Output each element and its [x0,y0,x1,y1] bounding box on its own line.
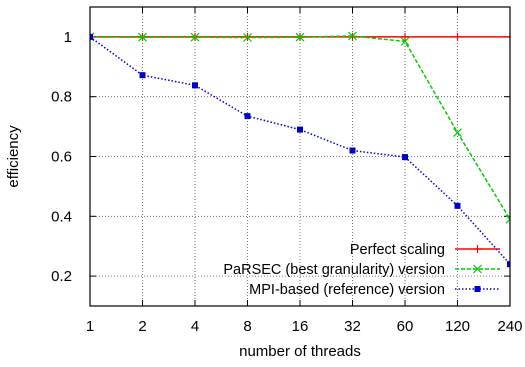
data-point [90,33,93,40]
y-axis-label: efficiency [5,125,22,188]
plot-frame [89,6,511,307]
legend: Perfect scaling PaRSEC (best granularity)… [223,242,500,298]
data-point [297,126,303,133]
data-point [243,33,252,42]
x-tick-label: 16 [292,318,309,335]
legend-label: MPI-based (reference) version [249,282,445,298]
data-point [473,264,482,274]
x-tick-label: 240 [497,318,522,335]
x-tick-label: 60 [397,318,414,335]
data-point [295,32,305,42]
data-point [453,128,462,138]
x-tick-label: 4 [191,318,199,335]
data-point [348,31,357,41]
legend-label: PaRSEC (best granularity) version [223,262,445,278]
data-point [190,32,200,42]
data-point [507,261,510,268]
legend-label: Perfect scaling [350,242,445,258]
data-point [505,214,510,221]
data-point [139,72,146,79]
y-tick-label: 0.6 [51,149,72,166]
x-axis-label: number of threads [239,343,361,360]
data-point [400,36,410,46]
y-tick-label: 0.8 [51,89,72,106]
x-tick-label: 120 [445,318,470,335]
data-point [138,32,147,42]
data-point [244,113,251,120]
data-point [454,202,461,209]
y-tick-label: 1 [64,29,72,46]
data-point [349,147,356,154]
x-tick-label: 1 [86,318,94,335]
data-point [505,218,510,224]
x-tick-label: 8 [243,318,251,335]
y-tick-label: 0.4 [51,208,72,225]
data-point [474,286,481,292]
x-tick-label: 32 [344,318,361,335]
data-point [192,82,198,89]
y-tick-label: 0.2 [51,268,72,285]
x-tick-label: 2 [138,318,146,335]
data-point [402,154,408,161]
series-3 [90,33,510,268]
